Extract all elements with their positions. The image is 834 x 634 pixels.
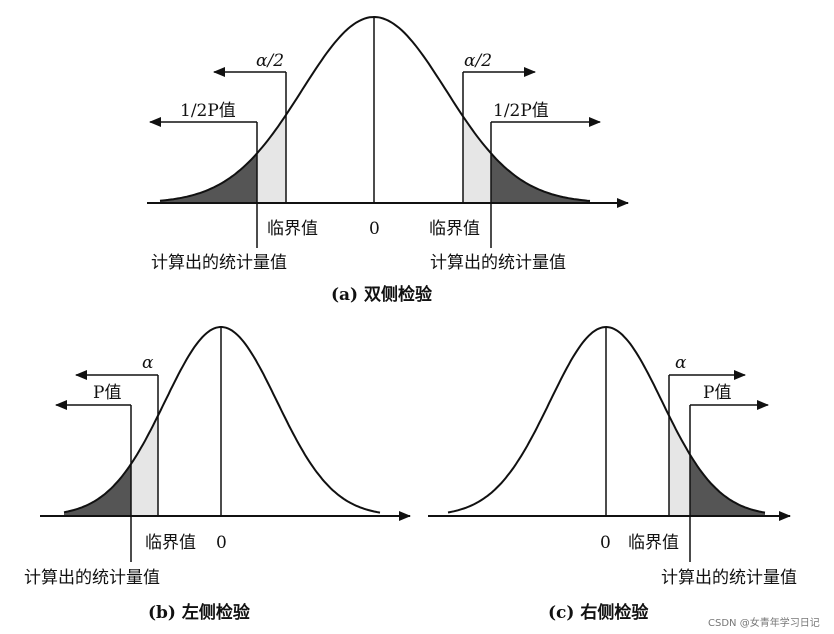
p-half-label-left: 1/2P值 xyxy=(180,101,236,121)
alpha-label: α xyxy=(142,353,154,373)
zero-label: 0 xyxy=(216,533,227,553)
critical-label: 临界值 xyxy=(628,533,679,553)
normal-curve xyxy=(159,15,591,202)
statistic-label-left: 计算出的统计量值 xyxy=(151,253,287,273)
p-label: P值 xyxy=(93,383,121,403)
zero-label: 0 xyxy=(369,219,380,239)
critical-label-left: 临界值 xyxy=(267,219,318,239)
panel-two-sided: α/2 α/2 1/2P值 1/2P值 0 临界值 临界值 计算出的统计量值 计… xyxy=(147,15,629,305)
watermark: CSDN @女青年学习日记 xyxy=(708,616,820,629)
p-region xyxy=(64,464,131,516)
p-half-label-right: 1/2P值 xyxy=(493,101,549,121)
statistic-label: 计算出的统计量值 xyxy=(24,568,160,588)
zero-label: 0 xyxy=(600,533,611,553)
caption-two-sided: (a) 双侧检验 xyxy=(331,284,433,305)
p-region xyxy=(690,454,765,516)
panel-right-sided: α P值 0 临界值 计算出的统计量值 (c) 右侧检验 xyxy=(428,325,797,623)
alpha-region xyxy=(64,415,158,516)
statistic-label: 计算出的统计量值 xyxy=(661,568,797,588)
critical-label-right: 临界值 xyxy=(429,219,480,239)
p-half-region-left xyxy=(160,153,257,203)
alpha-half-label-right: α/2 xyxy=(464,51,492,71)
panel-left-sided: α P值 0 临界值 计算出的统计量值 (b) 左侧检验 xyxy=(24,326,411,623)
critical-label: 临界值 xyxy=(145,533,196,553)
alpha-half-label-left: α/2 xyxy=(256,51,284,71)
p-half-region-right xyxy=(491,153,590,203)
statistic-label-right: 计算出的统计量值 xyxy=(430,253,566,273)
caption-right-sided: (c) 右侧检验 xyxy=(548,602,649,623)
normal-curve xyxy=(63,326,381,514)
p-label: P值 xyxy=(703,383,731,403)
caption-left-sided: (b) 左侧检验 xyxy=(148,602,251,623)
alpha-label: α xyxy=(675,353,687,373)
